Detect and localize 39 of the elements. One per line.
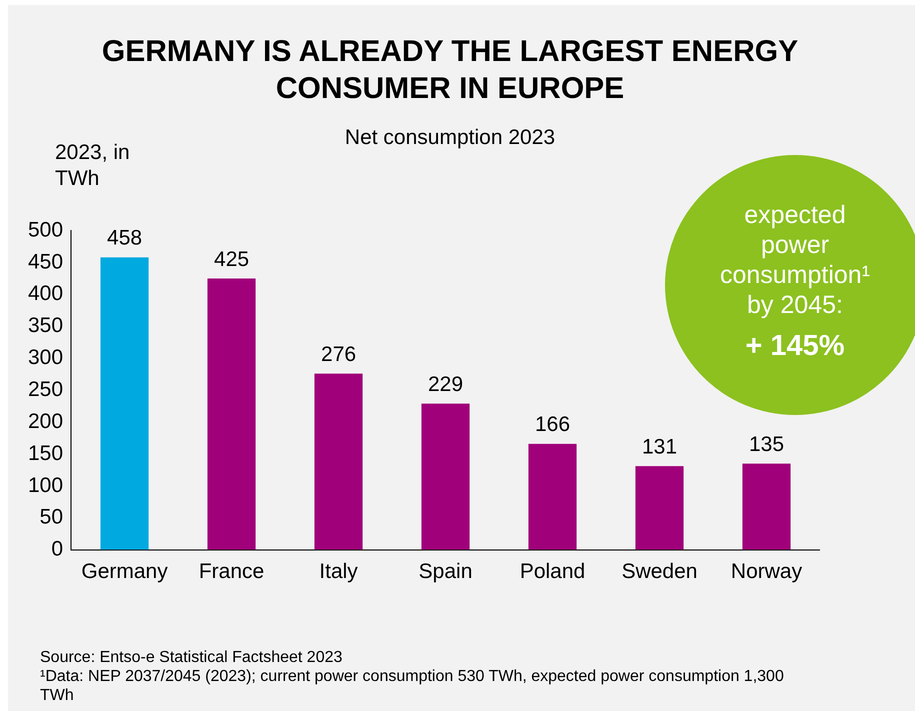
y-tick-label: 100 xyxy=(28,474,64,497)
y-tick-label: 50 xyxy=(40,506,64,529)
data-label: 229 xyxy=(428,372,464,396)
y-tick-label: 350 xyxy=(28,314,64,338)
y-axis-title: 2023, in TWh xyxy=(55,140,130,192)
data-label: 135 xyxy=(748,432,784,456)
x-tick-label: Poland xyxy=(520,560,586,584)
y-tick-label: 500 xyxy=(28,218,64,242)
bar xyxy=(635,466,684,550)
x-tick-label: Spain xyxy=(418,560,472,584)
data-label: 166 xyxy=(534,413,570,436)
y-tick-label: 300 xyxy=(28,346,64,370)
x-tick-label: Sweden xyxy=(622,560,698,584)
y-tick-label: 200 xyxy=(28,410,64,433)
data-label: 425 xyxy=(214,248,250,271)
y-tick-label: 400 xyxy=(28,282,64,306)
bar xyxy=(528,444,577,550)
data-label: 276 xyxy=(321,342,356,366)
bar xyxy=(314,374,363,550)
data-label: 131 xyxy=(642,435,678,458)
x-tick-label: Italy xyxy=(319,560,358,584)
annotation: expected power consumption¹ by 2045: xyxy=(718,200,872,320)
y-tick-label: 150 xyxy=(28,442,64,465)
bar xyxy=(100,257,149,550)
bar xyxy=(207,278,256,550)
x-tick-label: France xyxy=(198,560,264,584)
chart-subtitle: Net consumption 2023 xyxy=(344,126,556,150)
data-label: 458 xyxy=(107,226,142,250)
x-tick-label: Germany xyxy=(81,560,168,584)
annotation: + 145% xyxy=(744,330,846,363)
y-tick-label: 0 xyxy=(51,538,64,561)
x-tick-label: Norway xyxy=(730,560,803,584)
source-note: Source: Entso-e Statistical Factsheet 2023 xyxy=(40,648,344,667)
y-tick-label: 250 xyxy=(28,378,64,401)
text: ¹Data: NEP 2037/2045 (2023); current power consumption 530 TWh, expected power consumption 1,300 TWh xyxy=(40,667,785,705)
y-tick-label: 450 xyxy=(28,250,64,274)
bar xyxy=(742,464,791,550)
bar xyxy=(421,404,470,550)
chart-title: GERMANY IS ALREADY THE LARGEST ENERGY CONSUMER IN EUROPE xyxy=(100,34,800,107)
